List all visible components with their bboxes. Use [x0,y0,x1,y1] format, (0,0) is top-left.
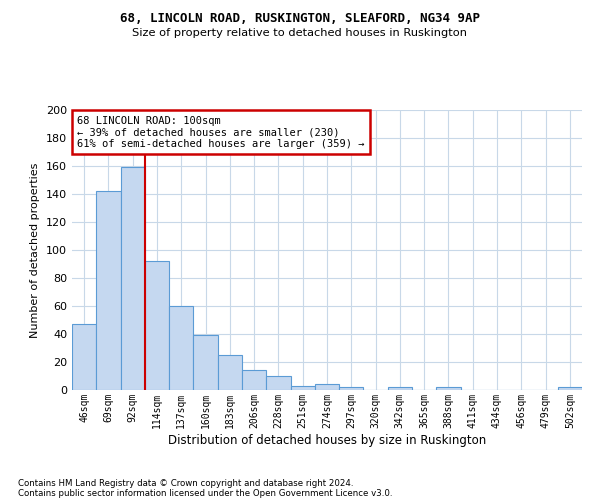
Bar [290,386,315,390]
Bar [436,387,461,390]
Bar [558,387,582,390]
Bar [169,306,193,390]
Text: 68 LINCOLN ROAD: 100sqm
← 39% of detached houses are smaller (230)
61% of semi-d: 68 LINCOLN ROAD: 100sqm ← 39% of detache… [77,116,365,149]
Bar [339,387,364,390]
Bar [266,376,290,390]
Bar [193,336,218,390]
Text: Contains HM Land Registry data © Crown copyright and database right 2024.: Contains HM Land Registry data © Crown c… [18,478,353,488]
Bar [218,355,242,390]
Text: Size of property relative to detached houses in Ruskington: Size of property relative to detached ho… [133,28,467,38]
X-axis label: Distribution of detached houses by size in Ruskington: Distribution of detached houses by size … [168,434,486,446]
Bar [145,261,169,390]
Bar [121,168,145,390]
Bar [72,324,96,390]
Bar [96,191,121,390]
Text: 68, LINCOLN ROAD, RUSKINGTON, SLEAFORD, NG34 9AP: 68, LINCOLN ROAD, RUSKINGTON, SLEAFORD, … [120,12,480,26]
Bar [388,387,412,390]
Bar [242,370,266,390]
Bar [315,384,339,390]
Text: Contains public sector information licensed under the Open Government Licence v3: Contains public sector information licen… [18,488,392,498]
Y-axis label: Number of detached properties: Number of detached properties [31,162,40,338]
